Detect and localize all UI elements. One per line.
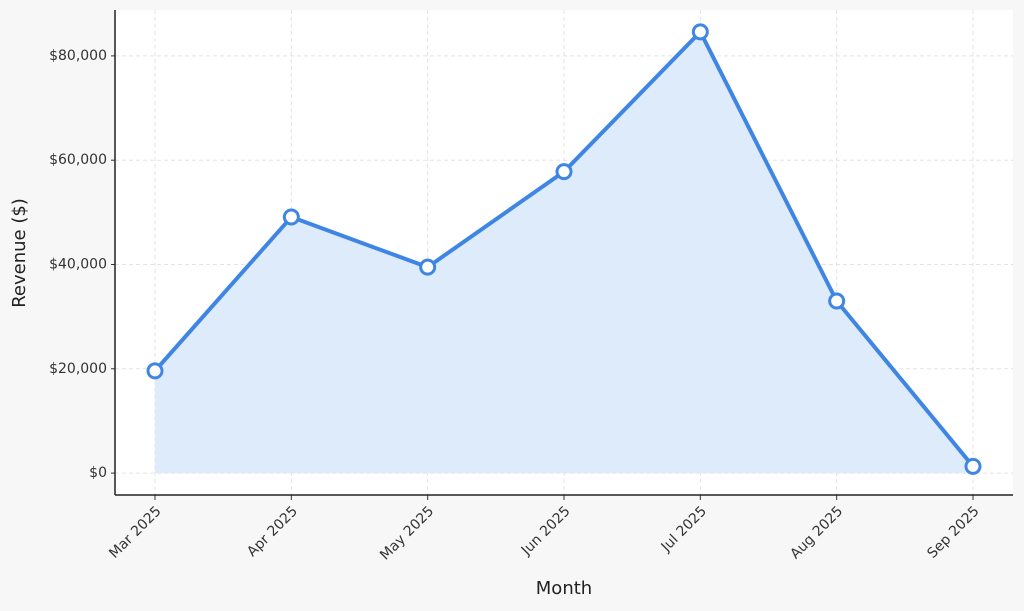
x-tick-label: Sep 2025	[924, 503, 982, 561]
x-tick-label: May 2025	[377, 503, 437, 563]
y-tick-label: $80,000	[49, 48, 107, 64]
x-tick-label: Mar 2025	[106, 503, 164, 561]
marker	[419, 258, 437, 276]
marker	[282, 208, 300, 226]
y-tick-label: $40,000	[49, 256, 107, 272]
y-tick-label: $60,000	[49, 152, 107, 168]
marker	[146, 362, 164, 380]
marker	[691, 23, 709, 41]
marker	[828, 292, 846, 310]
x-tick-label: Jul 2025	[658, 503, 710, 555]
y-axis-title: Revenue ($)	[9, 198, 30, 308]
x-tick-label: Aug 2025	[787, 503, 846, 562]
marker	[555, 163, 573, 181]
x-tick-label: Apr 2025	[244, 503, 301, 560]
x-tick-label: Jun 2025	[518, 503, 574, 559]
area-fill	[155, 31, 973, 474]
y-tick-label: $20,000	[49, 361, 107, 377]
marker	[964, 457, 982, 475]
x-axis-title: Month	[536, 578, 592, 599]
y-tick-label: $0	[89, 465, 107, 481]
